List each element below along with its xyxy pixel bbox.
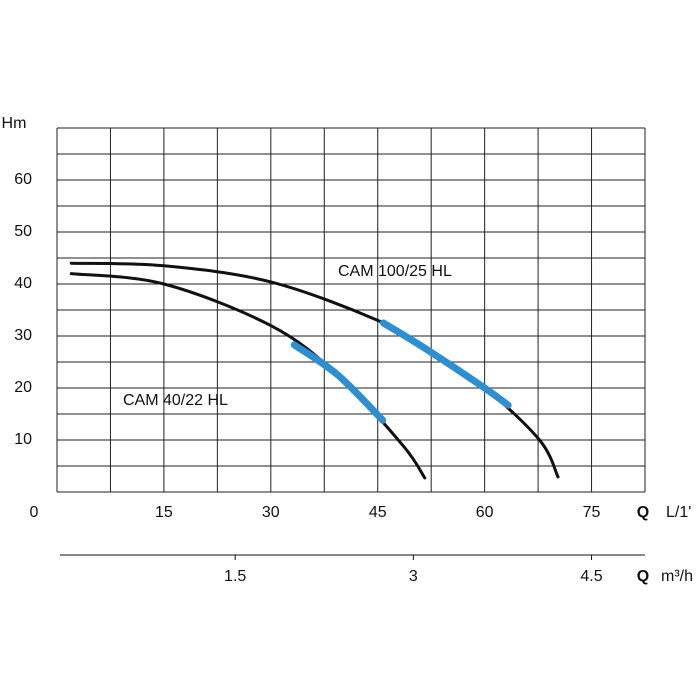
x-axis-label: Q <box>637 504 649 521</box>
x-tick-label: 45 <box>369 504 387 521</box>
x-tick-label: 75 <box>583 504 601 521</box>
x-tick-label: 15 <box>155 504 173 521</box>
y-tick-label: 10 <box>14 431 32 448</box>
series-label: CAM 40/22 HL <box>123 392 228 409</box>
y-tick-label: 60 <box>14 171 32 188</box>
y-tick-label: 50 <box>14 223 32 240</box>
efficiency-range <box>379 319 512 409</box>
y-tick-label: 20 <box>14 379 32 396</box>
y-tick-label: 40 <box>14 275 32 292</box>
x-unit: L/1' <box>666 504 691 521</box>
x-tick-label: 0 <box>30 504 39 521</box>
y-axis-label: Hm <box>2 115 27 132</box>
x2-tick-label: 4.5 <box>580 568 602 585</box>
x-tick-label: 30 <box>262 504 280 521</box>
y-tick-label: 30 <box>14 327 32 344</box>
efficiency-range <box>290 341 387 424</box>
x2-unit: m³/h <box>661 568 693 585</box>
x2-tick-label: 1.5 <box>224 568 246 585</box>
series-label: CAM 100/25 HL <box>338 263 452 280</box>
x2-tick-label: 3 <box>409 568 418 585</box>
pump-curve <box>69 272 427 480</box>
x-tick-label: 60 <box>476 504 494 521</box>
x2-axis-label: Q <box>637 568 649 585</box>
